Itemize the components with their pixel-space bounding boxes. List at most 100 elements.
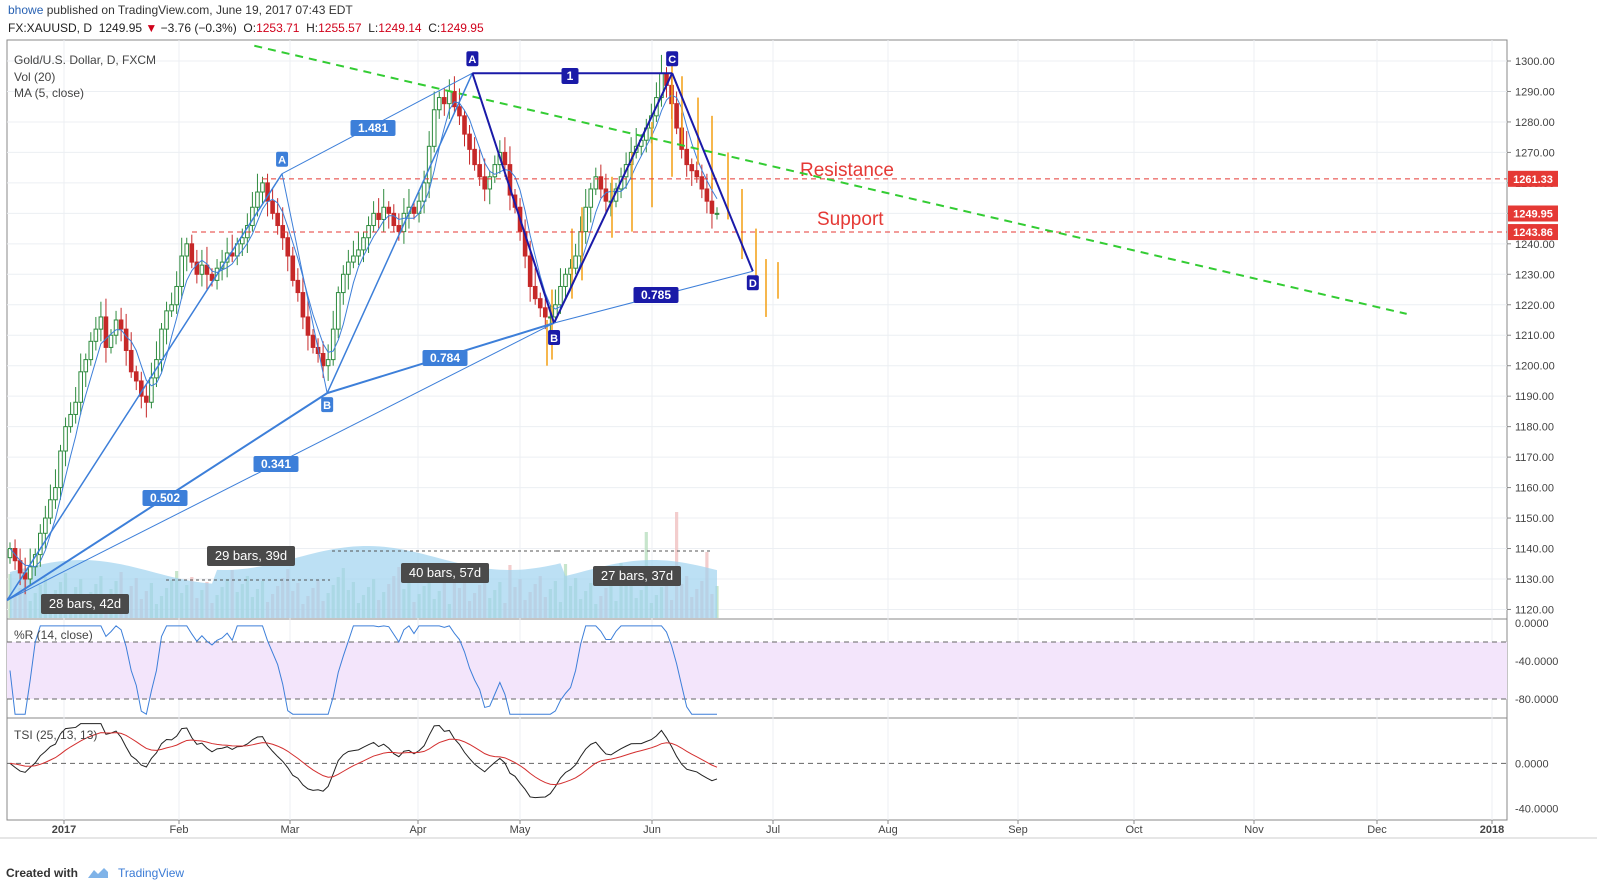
candle-body <box>159 328 164 361</box>
time-tick-label: Dec <box>1367 824 1387 836</box>
time-tick-label: 2017 <box>52 824 76 836</box>
range-label-bg <box>207 546 295 566</box>
candle-body <box>603 188 609 202</box>
candle-body <box>598 176 604 190</box>
legend-tsi[interactable]: TSI (25, 13, 13) <box>14 728 98 742</box>
time-tick-label: Oct <box>1125 824 1142 836</box>
price-tick-label: 1160.00 <box>1515 483 1554 495</box>
fib-ratio-label-bg <box>350 120 396 136</box>
legend-wr[interactable]: %R (14, close) <box>14 628 93 642</box>
candle-body <box>63 426 68 452</box>
price-tick-label: 1170.00 <box>1515 452 1554 464</box>
range-label-bg <box>593 566 681 586</box>
volume-ma-area <box>10 546 717 618</box>
candle-body <box>38 532 43 556</box>
legend-instrument[interactable]: Gold/U.S. Dollar, D, FXCM <box>14 53 157 67</box>
pattern-point-label-bg <box>746 275 759 291</box>
candle-body <box>27 566 33 580</box>
candle-body <box>563 273 568 287</box>
range-label: 28 bars, 42d <box>49 596 121 611</box>
candle-body <box>689 164 695 172</box>
candle-body <box>361 237 366 251</box>
last-price: 1249.95 <box>98 21 143 35</box>
created-with-text: Created with <box>6 866 79 880</box>
candle-body <box>103 316 109 348</box>
candle-body <box>376 212 381 220</box>
range-label: 27 bars, 37d <box>601 568 673 583</box>
candle-body <box>73 401 78 415</box>
price-tick-label: 1150.00 <box>1515 513 1554 525</box>
price-tick-label: 1230.00 <box>1515 269 1555 281</box>
candle-body <box>78 371 84 403</box>
pattern-ratio-label: 1 <box>567 69 574 83</box>
fib-point-label: A <box>278 155 286 167</box>
tsi-line <box>9 723 718 799</box>
price-tag: 1249.95 <box>1513 209 1553 221</box>
candle-body <box>270 200 275 214</box>
wr-tick-label: -80.0000 <box>1515 694 1558 706</box>
candle-body <box>462 115 467 135</box>
candle-body <box>149 377 154 403</box>
fib-ratio-label: 1.481 <box>358 121 388 135</box>
time-tick-label: May <box>510 824 531 836</box>
ma-line <box>9 94 718 568</box>
range-label-bg <box>401 563 489 583</box>
fib-ratio-label-bg <box>253 456 299 472</box>
candle-body <box>330 328 336 361</box>
candle-body <box>694 170 700 178</box>
legend-volume[interactable]: Vol (20) <box>14 70 56 84</box>
price-change: −3.76 (−0.3%) <box>160 21 237 35</box>
projection-bars <box>546 61 779 366</box>
candle-body <box>255 191 260 208</box>
candle-body <box>17 560 23 574</box>
candle-body <box>351 255 356 263</box>
time-tick-label: Apr <box>409 824 426 836</box>
fib-leg <box>281 173 328 394</box>
candle-body <box>704 188 710 202</box>
author-link[interactable]: bhowe <box>8 3 44 17</box>
price-tick-label: 1240.00 <box>1515 239 1555 251</box>
fib-leg <box>326 72 474 394</box>
candle-body <box>457 106 462 117</box>
price-tick-label: 1130.00 <box>1515 574 1554 586</box>
candle-body <box>88 340 94 361</box>
range-label: 29 bars, 39d <box>215 548 287 563</box>
wr-tick-label: -40.0000 <box>1515 656 1558 668</box>
fib-ratio-label: 0.784 <box>430 351 460 365</box>
time-tick-label: 2018 <box>1480 824 1504 836</box>
publish-info: bhowe published on TradingView.com, June… <box>8 3 353 17</box>
candle-body <box>381 206 386 220</box>
candle-body <box>305 316 311 336</box>
candle-body <box>487 176 493 190</box>
candle-body <box>209 273 215 281</box>
candle-body <box>144 395 149 403</box>
candle-body <box>421 182 427 202</box>
candle-body <box>128 349 134 373</box>
tradingview-brand[interactable]: TradingView <box>118 866 185 880</box>
candle-body <box>709 200 715 214</box>
level-label-resistance: Resistance <box>800 160 894 181</box>
high-label: H: <box>306 21 319 35</box>
price-tag-bg <box>1508 170 1558 187</box>
candle-body <box>179 255 184 287</box>
fib-point-label: B <box>323 400 331 412</box>
candle-body <box>527 255 533 287</box>
price-tick-label: 1280.00 <box>1515 117 1555 129</box>
candle-body <box>113 319 119 336</box>
candle-body <box>583 206 589 233</box>
candle-body <box>310 334 316 348</box>
candle-body <box>553 304 558 318</box>
trend-line <box>254 44 1407 315</box>
candle-body <box>325 359 331 367</box>
candle-body <box>396 225 402 233</box>
price-tag: 1261.33 <box>1513 174 1553 186</box>
candle-body <box>53 487 58 501</box>
symbol: FX:XAUUSD, D <box>8 21 93 35</box>
range-label-bg <box>41 594 129 614</box>
legend-ma[interactable]: MA (5, close) <box>14 86 85 100</box>
fib-ratio-label-bg <box>142 490 188 506</box>
candle-body <box>467 133 472 150</box>
time-tick-label: Nov <box>1244 824 1264 836</box>
open-value: 1253.71 <box>256 21 300 35</box>
